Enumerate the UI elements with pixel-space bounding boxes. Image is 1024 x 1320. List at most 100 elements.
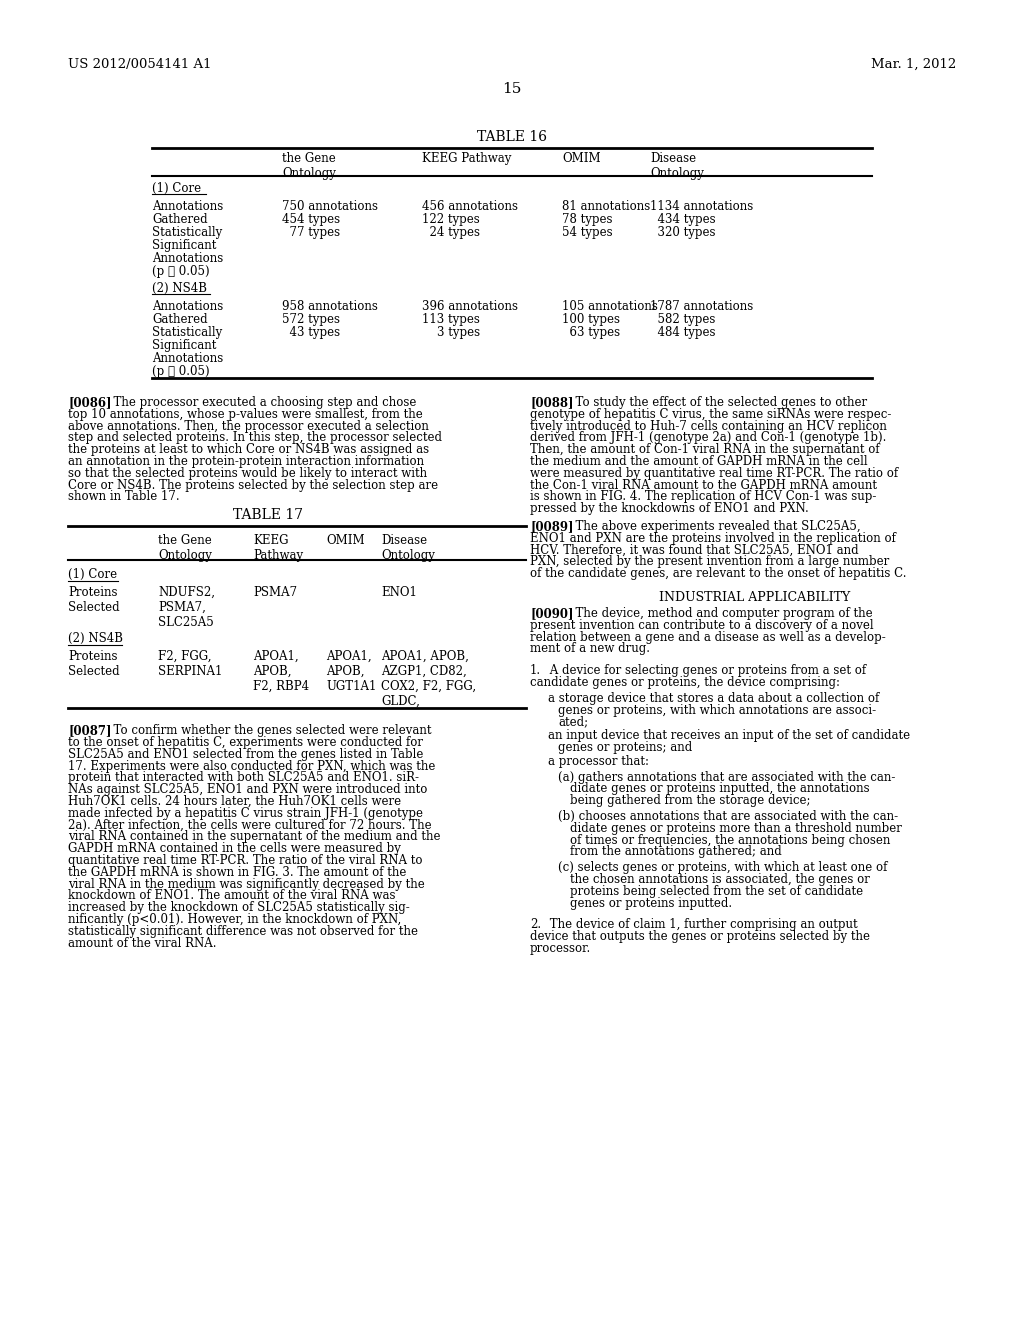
Text: 105 annotations: 105 annotations	[562, 300, 657, 313]
Text: Statistically: Statistically	[152, 326, 222, 339]
Text: 958 annotations: 958 annotations	[282, 300, 378, 313]
Text: Gathered: Gathered	[152, 313, 208, 326]
Text: genes or proteins; and: genes or proteins; and	[558, 741, 692, 754]
Text: Proteins
Selected: Proteins Selected	[68, 651, 120, 678]
Text: 17. Experiments were also conducted for PXN, which was the: 17. Experiments were also conducted for …	[68, 759, 435, 772]
Text: PSMA7: PSMA7	[253, 586, 297, 599]
Text: KEEG
Pathway: KEEG Pathway	[253, 535, 303, 562]
Text: Disease
Ontology: Disease Ontology	[650, 152, 703, 180]
Text: of times or frequencies, the annotations being chosen: of times or frequencies, the annotations…	[570, 834, 891, 846]
Text: Disease
Ontology: Disease Ontology	[381, 535, 435, 562]
Text: [0090]: [0090]	[530, 607, 573, 620]
Text: didate genes or proteins inputted, the annotations: didate genes or proteins inputted, the a…	[570, 783, 869, 796]
Text: Then, the amount of Con-1 viral RNA in the supernatant of: Then, the amount of Con-1 viral RNA in t…	[530, 444, 880, 457]
Text: increased by the knockdown of SLC25A5 statistically sig-: increased by the knockdown of SLC25A5 st…	[68, 902, 410, 915]
Text: Annotations: Annotations	[152, 252, 223, 265]
Text: GAPDH mRNA contained in the cells were measured by: GAPDH mRNA contained in the cells were m…	[68, 842, 400, 855]
Text: Annotations: Annotations	[152, 300, 223, 313]
Text: INDUSTRIAL APPLICABILITY: INDUSTRIAL APPLICABILITY	[659, 591, 851, 605]
Text: 572 types: 572 types	[282, 313, 340, 326]
Text: the Gene
Ontology: the Gene Ontology	[158, 535, 212, 562]
Text: viral RNA contained in the supernatant of the medium and the: viral RNA contained in the supernatant o…	[68, 830, 440, 843]
Text: 434 types: 434 types	[650, 213, 716, 226]
Text: candidate genes or proteins, the device comprising:: candidate genes or proteins, the device …	[530, 676, 840, 689]
Text: Core or NS4B. The proteins selected by the selection step are: Core or NS4B. The proteins selected by t…	[68, 479, 438, 491]
Text: nificantly (p<0.01). However, in the knockdown of PXN,: nificantly (p<0.01). However, in the kno…	[68, 913, 401, 927]
Text: (2) NS4B: (2) NS4B	[68, 632, 123, 645]
Text: 320 types: 320 types	[650, 226, 716, 239]
Text: device that outputs the genes or proteins selected by the: device that outputs the genes or protein…	[530, 931, 870, 944]
Text: NDUFS2,
PSMA7,
SLC25A5: NDUFS2, PSMA7, SLC25A5	[158, 586, 215, 630]
Text: 484 types: 484 types	[650, 326, 716, 339]
Text: protein that interacted with both SLC25A5 and ENO1. siR-: protein that interacted with both SLC25A…	[68, 771, 419, 784]
Text: 1134 annotations: 1134 annotations	[650, 201, 754, 213]
Text: 1.: 1.	[530, 664, 541, 677]
Text: PXN, selected by the present invention from a large number: PXN, selected by the present invention f…	[530, 556, 889, 569]
Text: 396 annotations: 396 annotations	[422, 300, 518, 313]
Text: present invention can contribute to a discovery of a novel: present invention can contribute to a di…	[530, 619, 873, 632]
Text: The device, method and computer program of the: The device, method and computer program …	[568, 607, 872, 620]
Text: 1787 annotations: 1787 annotations	[650, 300, 754, 313]
Text: ated;: ated;	[558, 715, 588, 729]
Text: ENO1: ENO1	[381, 586, 417, 599]
Text: an annotation in the protein-protein interaction information: an annotation in the protein-protein int…	[68, 455, 424, 469]
Text: 78 types: 78 types	[562, 213, 612, 226]
Text: statistically significant difference was not observed for the: statistically significant difference was…	[68, 925, 418, 937]
Text: 122 types: 122 types	[422, 213, 480, 226]
Text: genes or proteins inputted.: genes or proteins inputted.	[570, 896, 732, 909]
Text: APOA1,
APOB,
UGT1A1: APOA1, APOB, UGT1A1	[326, 651, 377, 693]
Text: [0087]: [0087]	[68, 725, 112, 737]
Text: a processor that:: a processor that:	[548, 755, 649, 768]
Text: to the onset of hepatitis C, experiments were conducted for: to the onset of hepatitis C, experiments…	[68, 737, 423, 748]
Text: A device for selecting genes or proteins from a set of: A device for selecting genes or proteins…	[546, 664, 866, 677]
Text: the Con-1 viral RNA amount to the GAPDH mRNA amount: the Con-1 viral RNA amount to the GAPDH …	[530, 479, 877, 491]
Text: Proteins
Selected: Proteins Selected	[68, 586, 120, 614]
Text: from the annotations gathered; and: from the annotations gathered; and	[570, 845, 781, 858]
Text: processor.: processor.	[530, 942, 591, 954]
Text: (1) Core: (1) Core	[152, 182, 201, 195]
Text: 3 types: 3 types	[422, 326, 480, 339]
Text: quantitative real time RT-PCR. The ratio of the viral RNA to: quantitative real time RT-PCR. The ratio…	[68, 854, 423, 867]
Text: the proteins at least to which Core or NS4B was assigned as: the proteins at least to which Core or N…	[68, 444, 429, 457]
Text: (c) selects genes or proteins, with which at least one of: (c) selects genes or proteins, with whic…	[558, 861, 888, 874]
Text: pressed by the knockdowns of ENO1 and PXN.: pressed by the knockdowns of ENO1 and PX…	[530, 502, 809, 515]
Text: 2a). After infection, the cells were cultured for 72 hours. The: 2a). After infection, the cells were cul…	[68, 818, 432, 832]
Text: NAs against SLC25A5, ENO1 and PXN were introduced into: NAs against SLC25A5, ENO1 and PXN were i…	[68, 783, 427, 796]
Text: Annotations: Annotations	[152, 201, 223, 213]
Text: SLC25A5 and ENO1 selected from the genes listed in Table: SLC25A5 and ENO1 selected from the genes…	[68, 748, 423, 760]
Text: (p ≦ 0.05): (p ≦ 0.05)	[152, 366, 210, 378]
Text: HCV. Therefore, it was found that SLC25A5, ENO1 and: HCV. Therefore, it was found that SLC25A…	[530, 544, 859, 557]
Text: APOA1, APOB,
AZGP1, CD82,
COX2, F2, FGG,
GLDC,: APOA1, APOB, AZGP1, CD82, COX2, F2, FGG,…	[381, 651, 476, 709]
Text: 750 annotations: 750 annotations	[282, 201, 378, 213]
Text: [0088]: [0088]	[530, 396, 573, 409]
Text: genotype of hepatitis C virus, the same siRNAs were respec-: genotype of hepatitis C virus, the same …	[530, 408, 891, 421]
Text: 456 annotations: 456 annotations	[422, 201, 518, 213]
Text: 77 types: 77 types	[282, 226, 340, 239]
Text: [0089]: [0089]	[530, 520, 573, 533]
Text: so that the selected proteins would be likely to interact with: so that the selected proteins would be l…	[68, 467, 427, 479]
Text: shown in Table 17.: shown in Table 17.	[68, 491, 179, 503]
Text: knockdown of ENO1. The amount of the viral RNA was: knockdown of ENO1. The amount of the vir…	[68, 890, 395, 903]
Text: 81 annotations: 81 annotations	[562, 201, 650, 213]
Text: made infected by a hepatitis C virus strain JFH-1 (genotype: made infected by a hepatitis C virus str…	[68, 807, 423, 820]
Text: To study the effect of the selected genes to other: To study the effect of the selected gene…	[568, 396, 867, 409]
Text: of the candidate genes, are relevant to the onset of hepatitis C.: of the candidate genes, are relevant to …	[530, 568, 906, 581]
Text: OMIM: OMIM	[562, 152, 601, 165]
Text: is shown in FIG. 4. The replication of HCV Con-1 was sup-: is shown in FIG. 4. The replication of H…	[530, 491, 877, 503]
Text: being gathered from the storage device;: being gathered from the storage device;	[570, 795, 811, 808]
Text: didate genes or proteins more than a threshold number: didate genes or proteins more than a thr…	[570, 822, 902, 834]
Text: [0086]: [0086]	[68, 396, 112, 409]
Text: genes or proteins, with which annotations are associ-: genes or proteins, with which annotation…	[558, 704, 877, 717]
Text: an input device that receives an input of the set of candidate: an input device that receives an input o…	[548, 729, 910, 742]
Text: the chosen annotations is associated, the genes or: the chosen annotations is associated, th…	[570, 873, 869, 886]
Text: To confirm whether the genes selected were relevant: To confirm whether the genes selected we…	[106, 725, 431, 737]
Text: Gathered: Gathered	[152, 213, 208, 226]
Text: TABLE 16: TABLE 16	[477, 129, 547, 144]
Text: top 10 annotations, whose p-values were smallest, from the: top 10 annotations, whose p-values were …	[68, 408, 423, 421]
Text: 15: 15	[503, 82, 521, 96]
Text: 24 types: 24 types	[422, 226, 480, 239]
Text: The above experiments revealed that SLC25A5,: The above experiments revealed that SLC2…	[568, 520, 860, 533]
Text: 54 types: 54 types	[562, 226, 612, 239]
Text: 100 types: 100 types	[562, 313, 620, 326]
Text: 2.: 2.	[530, 919, 541, 932]
